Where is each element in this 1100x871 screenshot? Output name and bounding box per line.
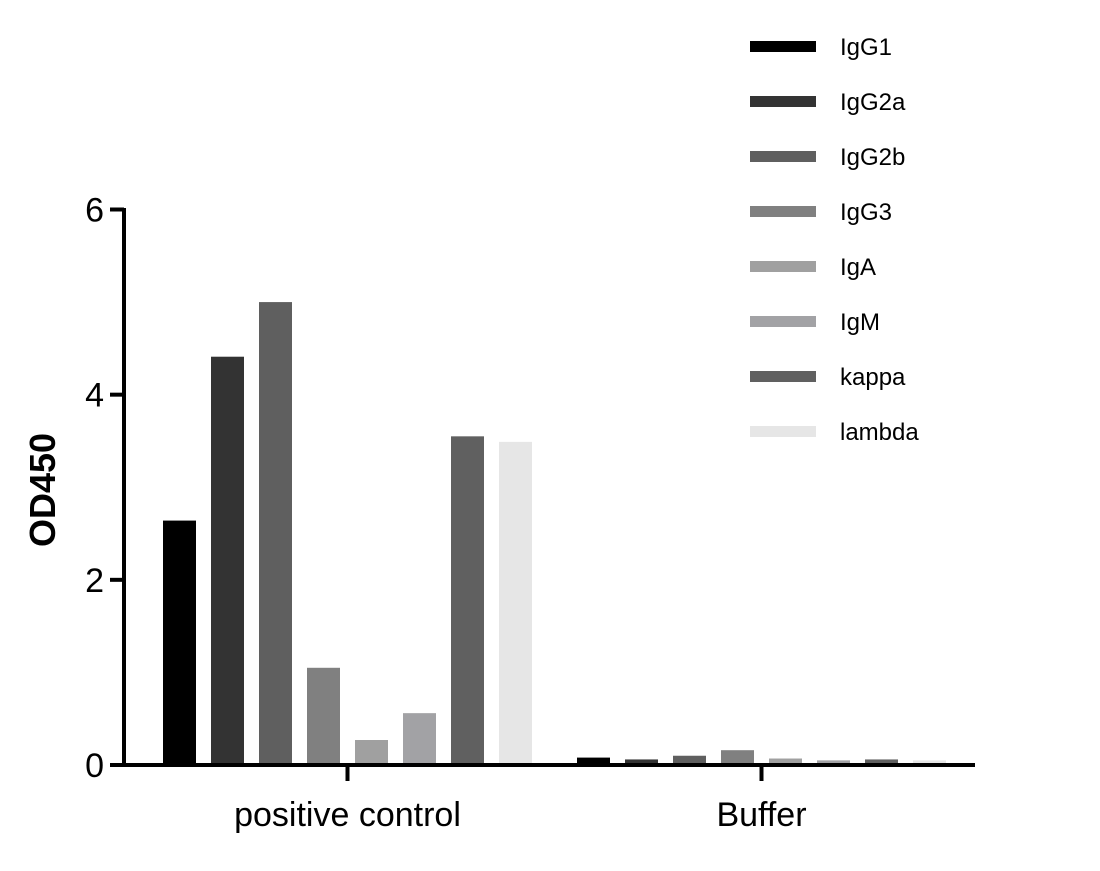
legend-label-IgG2b: IgG2b — [840, 144, 905, 171]
bar-IgG3-positive-control — [307, 667, 340, 765]
legend-label-IgG1: IgG1 — [840, 34, 892, 61]
bar-IgG2b-buffer — [673, 755, 706, 765]
bar-IgG1-buffer — [577, 757, 610, 765]
bar-IgG3-buffer — [721, 750, 754, 765]
bar-IgA-positive-control — [355, 740, 388, 765]
bar-IgM-positive-control — [403, 713, 436, 765]
legend-label-IgG3: IgG3 — [840, 199, 892, 226]
legend: IgG1 IgG2a IgG2b IgG3 IgA IgM kappa lambda — [750, 34, 919, 446]
bar-lambda-buffer — [913, 760, 946, 765]
bar-IgG2a-positive-control — [211, 356, 244, 765]
legend-swatch-lambda — [750, 426, 816, 437]
bar-IgM-buffer — [817, 760, 850, 765]
bar-lambda-positive-control — [499, 441, 532, 765]
legend-label-IgA: IgA — [840, 254, 876, 281]
x-tick-label: Buffer — [716, 796, 806, 834]
bar-kappa-buffer — [865, 759, 898, 765]
bar-IgA-buffer — [769, 758, 802, 765]
legend-swatch-IgA — [750, 261, 816, 272]
legend-label-lambda: lambda — [840, 419, 919, 446]
legend-label-IgG2a: IgG2a — [840, 89, 906, 116]
legend-swatch-IgG3 — [750, 206, 816, 217]
bar-kappa-positive-control — [451, 436, 484, 765]
y-tick-label: 4 — [85, 377, 104, 415]
x-tick-label: positive control — [234, 796, 461, 834]
legend-label-IgM: IgM — [840, 309, 880, 336]
x-ticks: positive control Buffer — [234, 765, 807, 834]
legend-swatch-IgG2a — [750, 96, 816, 107]
legend-swatch-IgG2b — [750, 151, 816, 162]
bars — [163, 302, 946, 765]
bar-IgG2b-positive-control — [259, 302, 292, 765]
bar-IgG1-positive-control — [163, 520, 196, 765]
y-tick-label: 2 — [85, 562, 104, 600]
legend-swatch-IgG1 — [750, 41, 816, 52]
legend-swatch-kappa — [750, 371, 816, 382]
legend-label-kappa: kappa — [840, 364, 906, 391]
y-axis-label: OD450 — [22, 433, 63, 547]
legend-swatch-IgM — [750, 316, 816, 327]
y-tick-label: 0 — [85, 747, 104, 785]
y-ticks: 0 2 4 6 — [85, 192, 124, 785]
bar-IgG2a-buffer — [625, 759, 658, 765]
y-tick-label: 6 — [85, 192, 104, 230]
